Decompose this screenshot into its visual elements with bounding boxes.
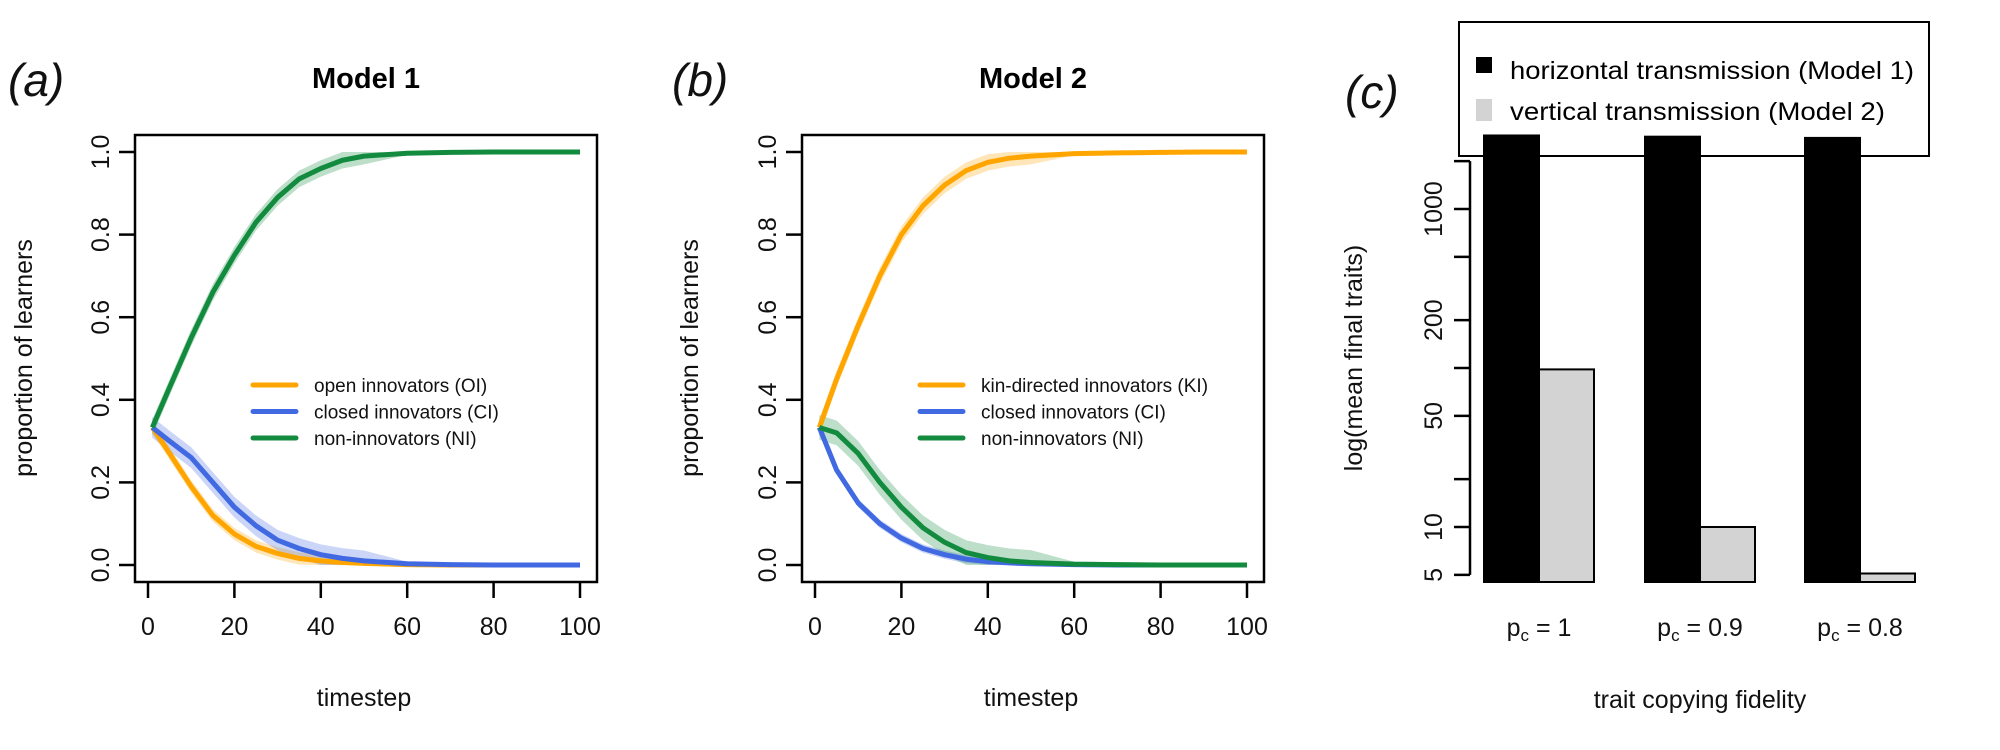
legend-label: kin-directed innovators (KI) xyxy=(981,376,1208,397)
plot-frame xyxy=(133,133,599,584)
panel-b-plot: 0 20 40 60 80 100 0.0 0.2 0.4 0.6 0.8 1.0 kin-direct… xyxy=(754,133,1268,641)
y-tick-label: 0.6 xyxy=(87,300,115,335)
legend-swatch-horizontal xyxy=(1476,57,1492,73)
legend-label-horizontal: horizontal transmission (Model 1) xyxy=(1510,57,1914,85)
legend-swatch-vertical xyxy=(1476,99,1492,121)
legend-label: open innovators (OI) xyxy=(314,376,487,397)
series-line xyxy=(150,149,580,429)
panel-b-ylabel: proportion of learners xyxy=(676,239,704,477)
y-tick-label: 1.0 xyxy=(87,135,115,170)
series-line xyxy=(150,425,580,568)
bar xyxy=(1538,368,1595,583)
bar xyxy=(1859,572,1916,583)
panel-b-xlabel: timestep xyxy=(984,684,1078,712)
y-tick-label: 0.2 xyxy=(87,465,115,500)
x-tick-label: 60 xyxy=(1060,613,1088,641)
y-tick-label: 5 xyxy=(1420,568,1448,582)
x-tick-label: 0 xyxy=(808,613,822,641)
confidence-band xyxy=(152,152,580,436)
y-tick-label: 0.8 xyxy=(87,217,115,252)
x-tick-label: 0 xyxy=(141,613,155,641)
y-tick-label: 1.0 xyxy=(754,135,782,170)
legend-label: closed innovators (CI) xyxy=(314,403,499,424)
panel-c-plot: 5 10 50 200 1000 pc = 1 pc = 0.9 pc = 0.8 xyxy=(1420,134,1916,645)
y-tick-label: 10 xyxy=(1420,513,1448,541)
x-tick-label: 100 xyxy=(559,613,601,641)
y-tick-label: 0.8 xyxy=(754,217,782,252)
bar xyxy=(1483,134,1540,583)
panel-b-tag: (b) xyxy=(672,54,728,106)
legend-box xyxy=(1458,21,1930,157)
series-line xyxy=(816,149,1247,429)
x-tick-label: 60 xyxy=(393,613,421,641)
legend-label: non-innovators (NI) xyxy=(981,429,1144,450)
y-tick-label: 0.4 xyxy=(87,382,115,417)
category-label: pc = 0.9 xyxy=(1657,614,1743,645)
y-tick-label: 50 xyxy=(1420,402,1448,430)
bar xyxy=(1699,526,1756,583)
x-tick-label: 80 xyxy=(1147,613,1175,641)
legend-label: closed innovators (CI) xyxy=(981,403,1166,424)
y-tick-label: 1000 xyxy=(1420,181,1448,237)
panel-a-tag: (a) xyxy=(8,54,64,106)
panel-c-ylabel: log(mean final traits) xyxy=(1340,245,1368,471)
x-tick-label: 100 xyxy=(1226,613,1268,641)
plot-frame xyxy=(800,133,1266,584)
y-tick-label: 0.4 xyxy=(754,382,782,417)
series-line xyxy=(818,425,1247,568)
panel-a-title: Model 1 xyxy=(312,63,420,95)
x-tick-label: 20 xyxy=(887,613,915,641)
legend-label-vertical: vertical transmission (Model 2) xyxy=(1510,98,1885,126)
panel-a-plot: 0 20 40 60 80 100 0.0 0.2 0.4 0.6 0.8 1.0 open innov… xyxy=(87,133,601,641)
panel-b-title: Model 2 xyxy=(979,63,1087,95)
legend-label: non-innovators (NI) xyxy=(314,429,477,450)
y-tick-label: 0.0 xyxy=(87,548,115,583)
x-tick-label: 20 xyxy=(220,613,248,641)
panel-c-tag: (c) xyxy=(1345,66,1399,118)
x-tick-label: 40 xyxy=(974,613,1002,641)
bar xyxy=(1804,136,1861,583)
category-label: pc = 0.8 xyxy=(1817,614,1903,645)
category-label: pc = 1 xyxy=(1507,614,1572,645)
panel-a-ylabel: proportion of learners xyxy=(10,239,38,477)
y-tick-label: 200 xyxy=(1420,299,1448,341)
panel-c-legend: horizontal transmission (Model 1) vertic… xyxy=(1458,21,1930,157)
x-tick-label: 40 xyxy=(307,613,335,641)
bar xyxy=(1644,135,1701,584)
y-tick-label: 0.0 xyxy=(754,548,782,583)
y-tick-label: 0.6 xyxy=(754,300,782,335)
x-tick-label: 80 xyxy=(480,613,508,641)
panel-a-xlabel: timestep xyxy=(317,684,411,712)
y-tick-label: 0.2 xyxy=(754,465,782,500)
panel-c-xlabel: trait copying fidelity xyxy=(1594,686,1807,714)
